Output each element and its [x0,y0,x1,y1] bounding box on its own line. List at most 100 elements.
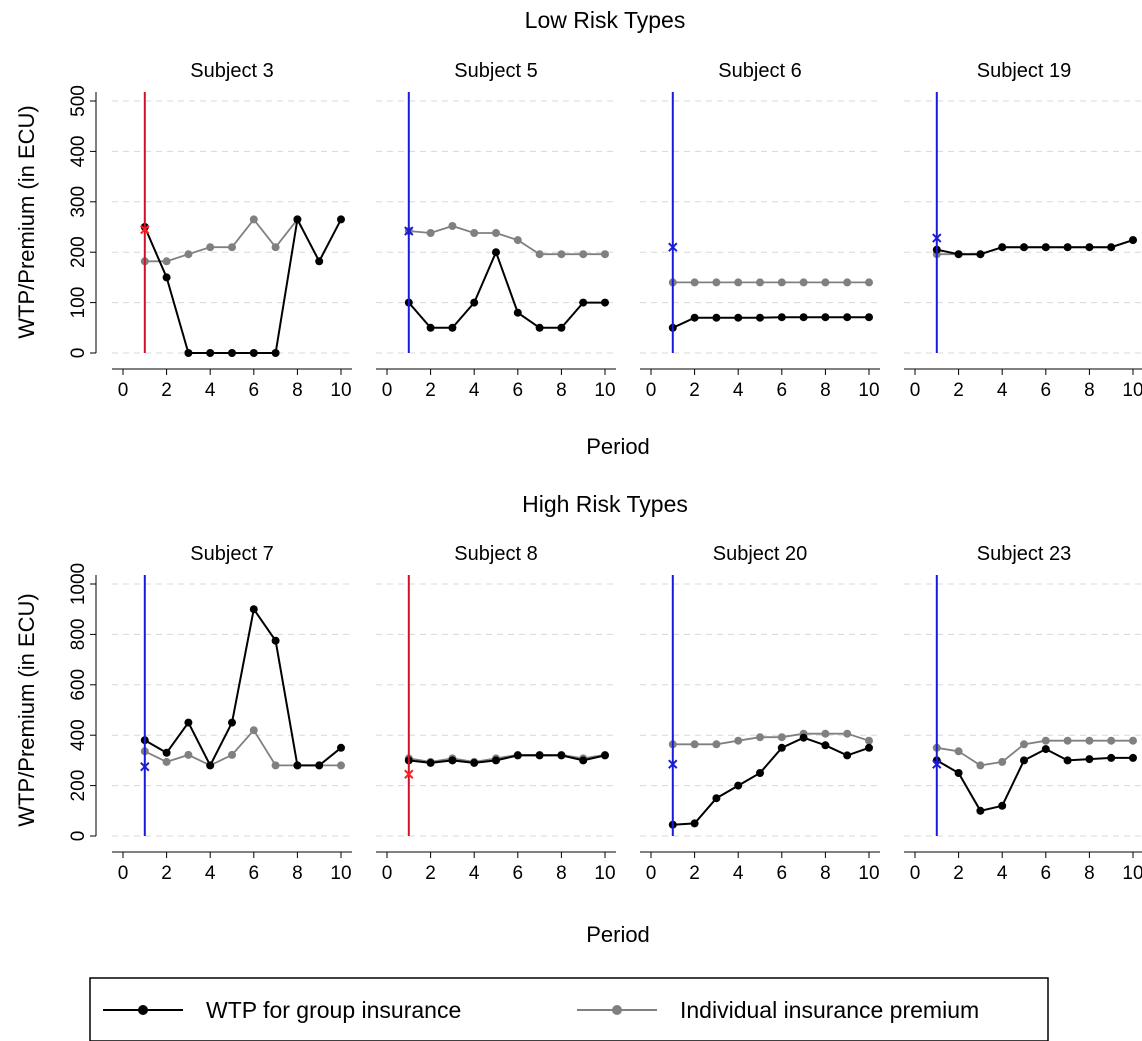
wtp-point [426,323,435,332]
x-tick-label: 6 [1041,863,1052,884]
wtp-point [734,781,743,790]
wtp-point [690,819,699,828]
legend: WTP for group insurance Individual insur… [89,977,1049,1041]
wtp-point [998,801,1007,810]
reference-x-marker [932,759,942,769]
wtp-point [777,313,786,322]
wtp-point [162,273,171,282]
x-tick-label: 8 [820,863,831,884]
premium-point [535,250,544,259]
panel-subtitle: Subject 8 [454,543,537,565]
x-axis-label-low-risk: Period [586,434,650,459]
wtp-point [821,741,830,750]
wtp-point [184,349,193,357]
x-tick-label: 4 [469,863,480,884]
wtp-point [557,751,566,760]
premium-point [777,278,786,287]
x-tick-label: 4 [997,380,1008,401]
premium-point [998,757,1007,766]
y-tick-label: 400 [68,136,89,168]
reference-x-marker [140,224,150,235]
wtp-point [1063,756,1072,765]
wtp-point [865,743,873,752]
x-tick-label: 10 [594,380,615,401]
x-tick-label: 6 [777,863,788,884]
premium-point [206,243,215,252]
wtp-point [206,761,215,770]
wtp-line [672,736,870,826]
premium-point [249,215,258,224]
wtp-point [954,250,963,259]
reference-x-marker [404,769,414,779]
wtp-line [144,606,342,768]
premium-point [249,726,258,735]
legend-wtp-label: WTP for group insurance [206,997,461,1023]
wtp-point [315,257,324,266]
marker-stroke [140,761,150,772]
panel-subtitle: Subject 20 [713,543,808,565]
panel-subject-7: Subject 7 0 2 4 6 8 10 0 200 400 600 800 1000 [68,543,352,884]
premium-point [1020,740,1028,749]
wtp-point [162,748,171,757]
x-tick-label: 8 [292,380,303,401]
x-tick-label: 0 [646,380,657,401]
panels-layer: Subject 30 2 4 6 8 100100200300400500Subject … [68,60,1142,884]
wtp-point [799,733,808,742]
x-tick-label: 2 [161,380,172,401]
x-tick-label: 2 [425,863,436,884]
panel-subject-5: Subject 5 0 2 4 6 8 10 [376,60,616,401]
panel-subtitle: Subject 23 [977,543,1072,565]
marker-stroke [404,769,414,779]
wtp-point [228,718,236,727]
wtp-point [954,769,963,777]
legend-wtp-marker [138,1005,148,1015]
wtp-point [777,743,786,752]
wtp-point [601,751,609,760]
wtp-point [513,751,522,760]
premium-point [756,733,764,742]
x-tick-label: 6 [249,863,260,884]
x-tick-label: 8 [1084,863,1095,884]
wtp-point [535,323,544,332]
wtp-line [143,216,342,354]
legend-box [89,977,1049,1041]
wtp-point [712,313,721,322]
premium-point [777,733,786,742]
wtp-point [293,761,302,770]
premium-point [865,278,873,287]
wtp-point [1129,236,1137,245]
x-tick-label: 2 [161,863,172,884]
wtp-line [936,239,1134,256]
y-tick-label: 200 [68,770,89,802]
marker-stroke [404,226,414,236]
wtp-point [293,215,302,224]
wtp-line [408,754,606,764]
premium-line [936,739,1133,767]
x-tick-label: 4 [205,863,216,884]
wtp-point [557,323,566,332]
wtp-point [492,756,500,765]
wtp-point [976,806,985,815]
wtp-point [271,349,280,357]
panel-subject-20: Subject 20 0 2 4 6 8 10 [640,543,880,884]
y-tick-label: 100 [68,287,89,319]
x-tick-label: 10 [858,380,879,401]
y-axis-label-high-risk: WTP/Premium (in ECU) [14,593,39,826]
premium-point [821,278,830,287]
wtp-point [337,743,345,752]
wtp-line [408,249,605,329]
legend-premium-marker [612,1005,622,1015]
x-tick-label: 8 [556,863,567,884]
reference-x-marker [668,759,678,769]
x-tick-label: 4 [733,863,744,884]
x-tick-label: 6 [1041,380,1052,401]
panel-subtitle: Subject 3 [190,60,273,82]
premium-point [690,278,699,287]
x-tick-label: 0 [118,863,129,884]
wtp-point [426,758,435,767]
premium-line [672,732,870,746]
x-tick-label: 8 [292,863,303,884]
marker-stroke [932,759,942,769]
x-tick-label: 4 [469,380,480,401]
